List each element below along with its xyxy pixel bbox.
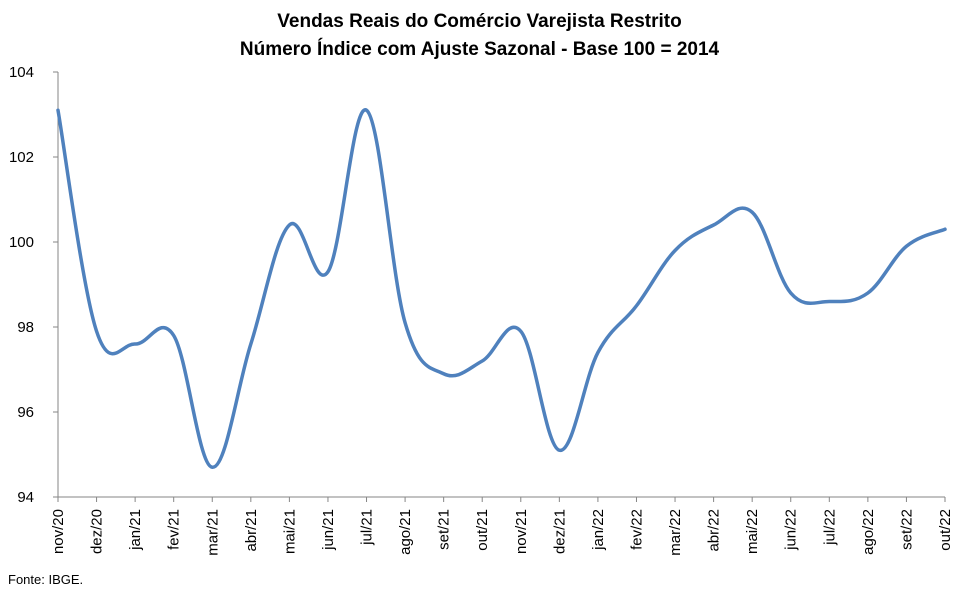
x-axis-ticks: nov/20 dez/20 jan/21 fev/21 mar/21 abr/21 mai/…: [50, 497, 954, 556]
series-group: [56, 108, 947, 469]
y-tick-label: 98: [17, 319, 34, 336]
y-tick-label: 96: [17, 404, 34, 421]
x-tick-label: mai/22: [744, 509, 761, 554]
x-tick-label: ago/21: [397, 509, 414, 555]
chart-axes: [57, 72, 945, 498]
x-tick-label: set/22: [898, 509, 915, 550]
source-note: Fonte: IBGE.: [8, 572, 84, 587]
x-tick-label: jul/21: [359, 509, 376, 546]
x-tick-label: mai/21: [281, 509, 298, 554]
y-tick-label: 102: [9, 149, 34, 166]
x-tick-label: set/21: [436, 509, 453, 550]
chart-subtitle: Número Índice com Ajuste Sazonal - Base …: [239, 39, 720, 60]
x-tick-label: ago/22: [860, 509, 877, 555]
x-tick-label: fev/22: [628, 509, 645, 550]
x-tick-label: mar/22: [667, 509, 684, 556]
x-tick-label: dez/20: [89, 509, 106, 554]
x-tick-label: jul/22: [821, 509, 838, 546]
x-tick-label: jan/21: [127, 509, 144, 551]
x-tick-label: mar/21: [204, 509, 221, 556]
x-tick-label: out/22: [937, 509, 954, 551]
chart-title-line1: Vendas Reais do Comércio Varejista Restr…: [277, 11, 682, 32]
y-tick-label: 100: [9, 234, 34, 251]
x-tick-label: jun/21: [320, 509, 337, 551]
series-line-0: [56, 108, 947, 469]
chart-title: Vendas Reais do Comércio Varejista Restr…: [0, 8, 959, 64]
y-axis-ticks: 94 96 98 100 102 104: [9, 64, 58, 506]
x-tick-label: fev/21: [166, 509, 183, 550]
x-tick-label: jun/22: [783, 509, 800, 551]
x-tick-label: abr/22: [706, 509, 723, 552]
x-tick-label: out/21: [474, 509, 491, 551]
y-tick-label: 94: [17, 489, 34, 506]
x-tick-label: nov/21: [513, 509, 530, 554]
y-tick-label: 104: [9, 64, 34, 81]
x-tick-label: abr/21: [243, 509, 260, 552]
x-tick-label: nov/20: [50, 509, 67, 554]
x-tick-label: jan/22: [590, 509, 607, 551]
x-tick-label: dez/21: [551, 509, 568, 554]
